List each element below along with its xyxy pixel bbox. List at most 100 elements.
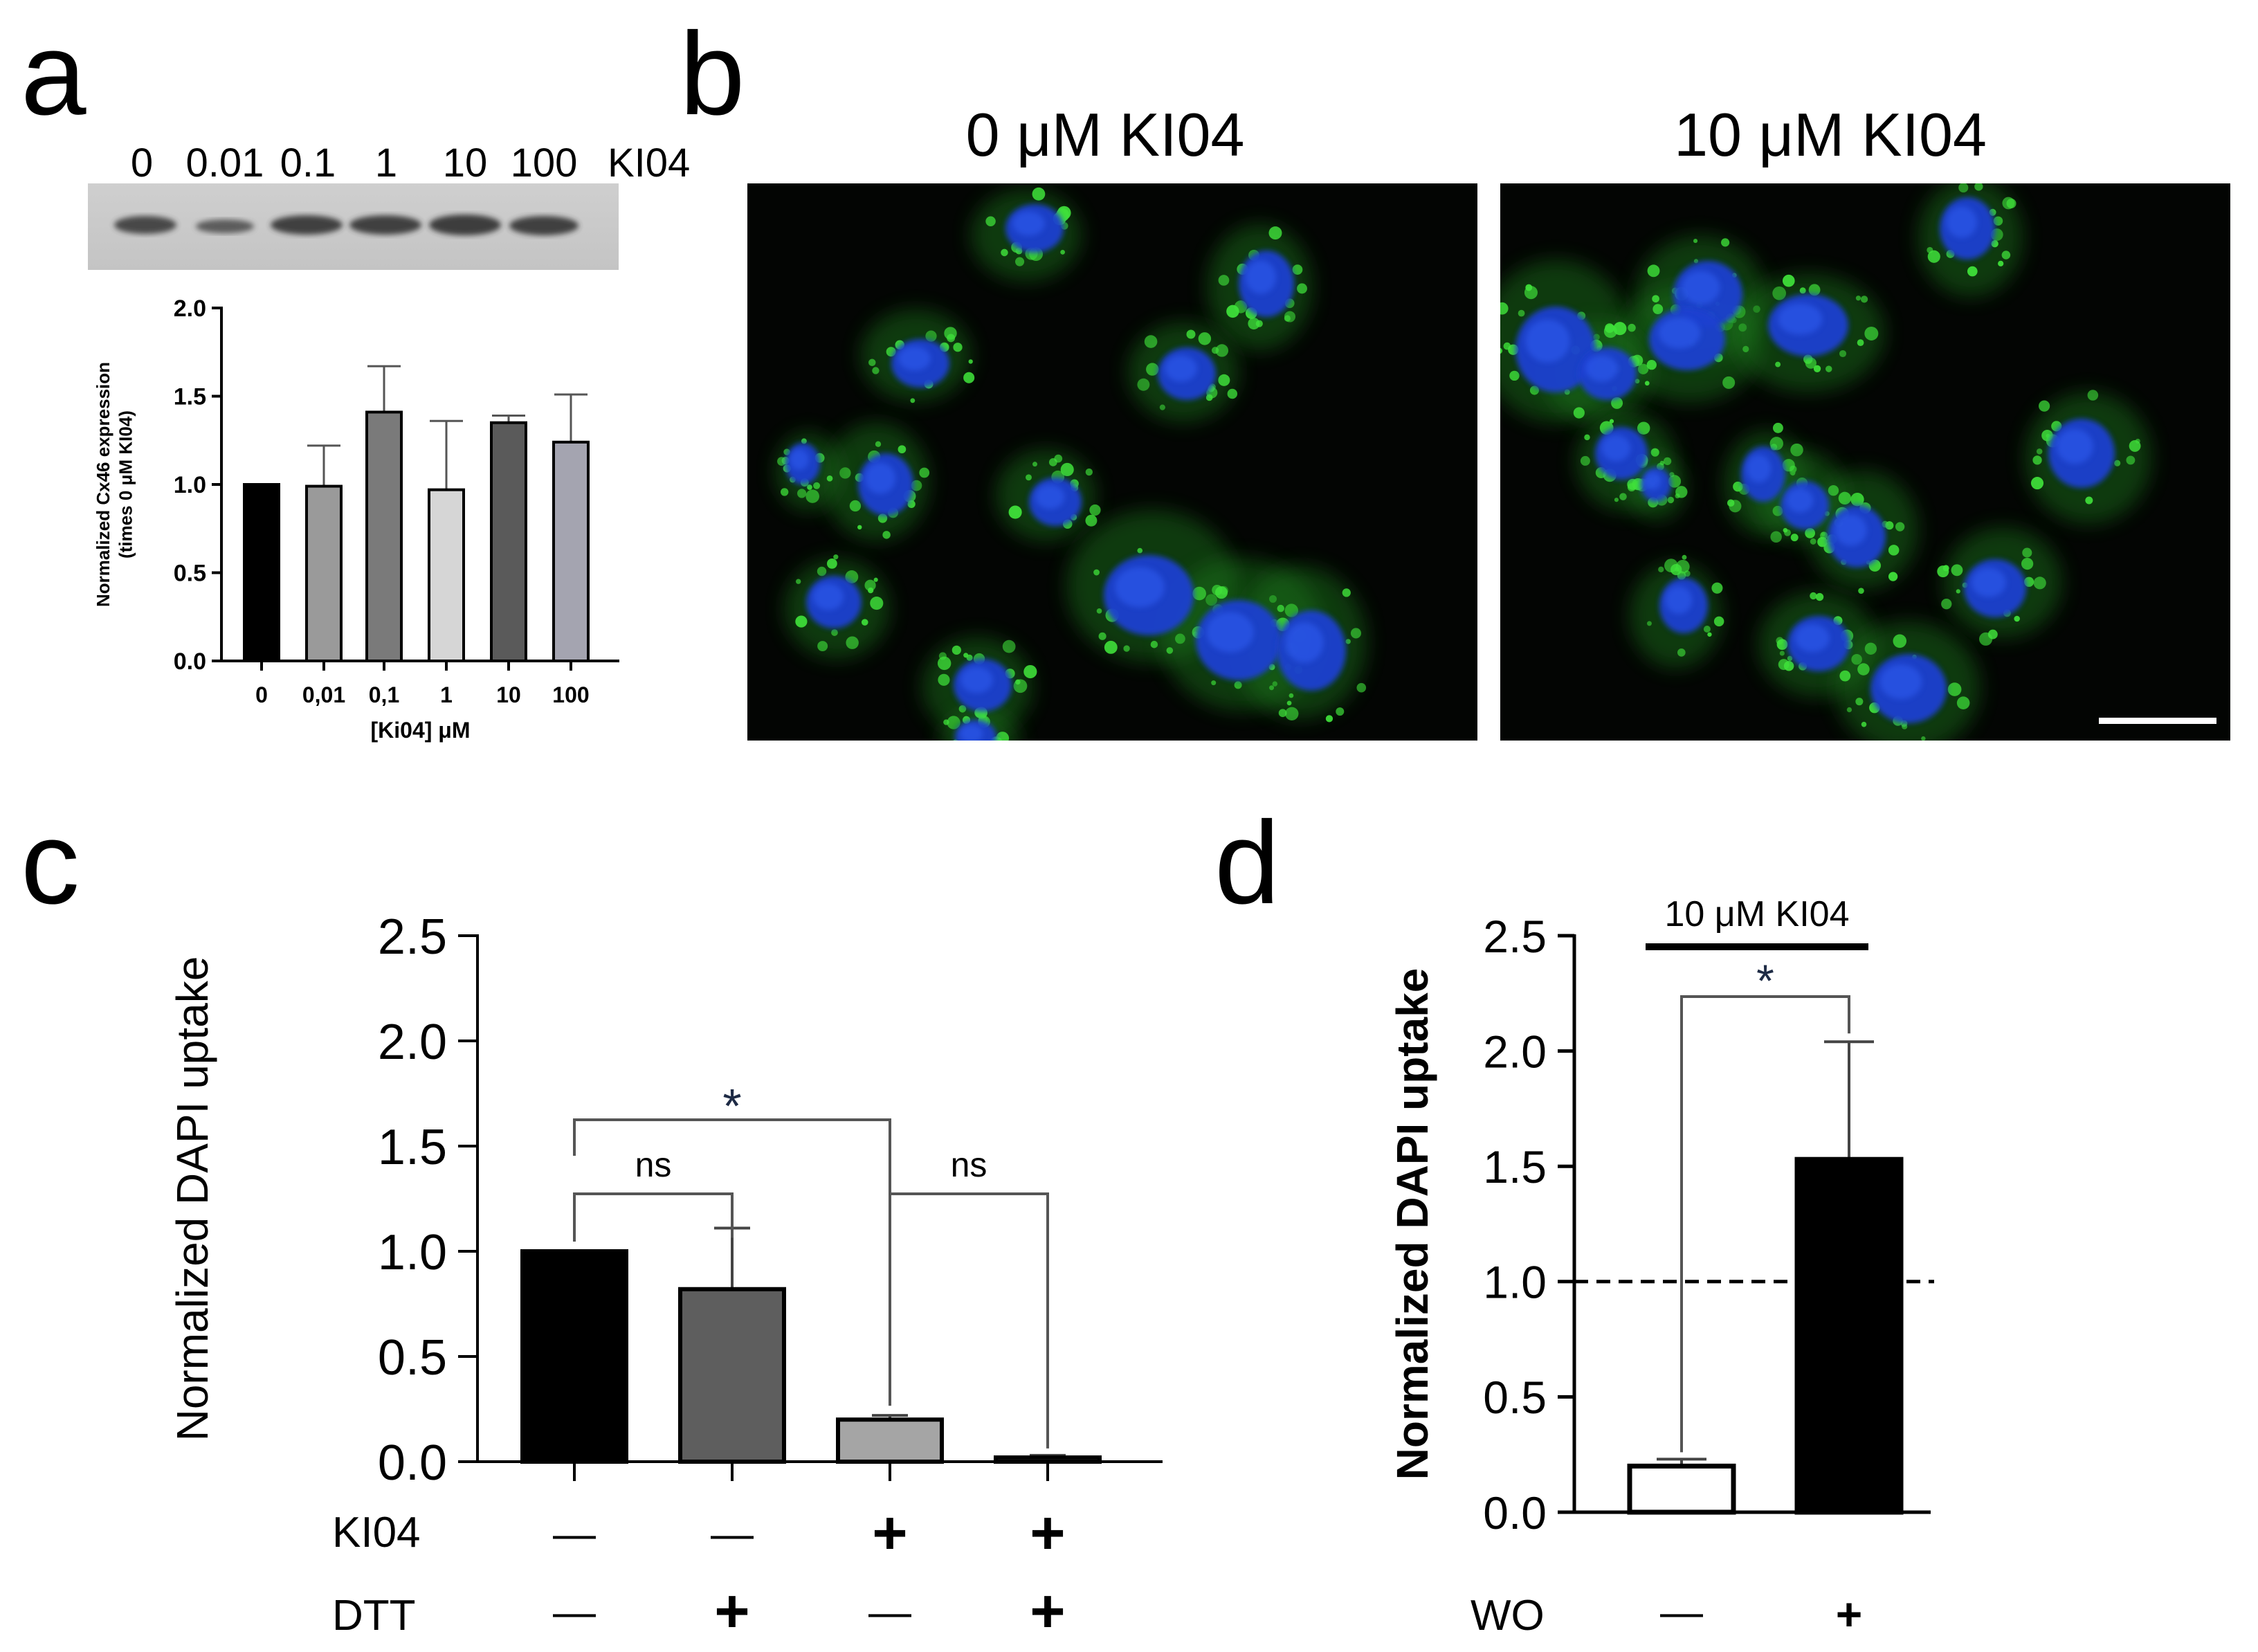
blot-band-3: [271, 215, 343, 235]
chart-c: 0.0 0.5 1.0 1.5 2.0 2.5 Normalized DAPI uptake…: [167, 909, 1163, 1491]
vesicle-puncta: [1958, 183, 1969, 193]
vesicle-puncta: [985, 216, 996, 226]
vesicle-puncta: [1998, 260, 2004, 266]
vesicle-puncta: [1888, 572, 1898, 581]
vesicle-puncta: [1285, 707, 1299, 720]
vesicle-puncta: [1775, 361, 1781, 367]
vesicle-puncta: [1860, 296, 1868, 303]
nucleus-highlight: [1644, 472, 1661, 490]
vesicle-puncta: [1769, 437, 1783, 451]
y-tick-label: 2.5: [378, 909, 447, 965]
vesicle-puncta: [1192, 586, 1206, 601]
vesicle-puncta: [1888, 545, 1900, 556]
vesicle-puncta: [2033, 577, 2046, 590]
vesicle-puncta: [833, 554, 839, 560]
bar: [836, 1417, 944, 1464]
nucleus-highlight: [1658, 317, 1701, 349]
vesicle-puncta: [882, 531, 891, 539]
vesicle-puncta: [1838, 491, 1852, 505]
nucleus-highlight: [960, 666, 993, 693]
vesicle-puncta: [1255, 320, 1263, 327]
panel-letter-d: d: [1214, 797, 1280, 929]
vesicle-puncta: [780, 488, 789, 496]
y-tick-label: 1.5: [1483, 1141, 1547, 1192]
y-tick-label: 2.5: [1483, 911, 1547, 962]
vesicle-puncta: [1805, 357, 1817, 369]
vesicle-puncta: [944, 327, 957, 340]
nucleus-highlight: [865, 462, 895, 494]
vesicle-puncta: [870, 596, 884, 610]
bar: [994, 1455, 1102, 1464]
nucleus-highlight: [2057, 429, 2093, 464]
significance-bracket-d: [1680, 995, 1850, 1453]
vesicle-puncta: [1234, 681, 1242, 689]
vesicle-puncta: [1060, 249, 1066, 255]
vesicle-puncta: [2126, 455, 2136, 465]
vesicle-puncta: [1146, 363, 1159, 376]
y-tick-label: 0.0: [378, 1435, 447, 1491]
vesicle-puncta: [826, 558, 837, 569]
vesicle-puncta: [1269, 685, 1275, 691]
ki04-cond-2: —: [711, 1510, 754, 1558]
row-label-dtt: DTT: [332, 1592, 416, 1640]
vesicle-puncta: [1289, 693, 1294, 698]
vesicle-puncta: [966, 654, 973, 661]
vesicle-puncta: [826, 475, 833, 482]
nucleus-highlight: [1972, 568, 2006, 597]
blot-band-2: [196, 219, 254, 233]
vesicle-puncta: [1675, 486, 1688, 498]
vesicle-puncta: [1248, 318, 1260, 330]
vesicle-puncta: [1974, 183, 1983, 191]
vesicle-puncta: [817, 566, 827, 577]
vesicle-puncta: [1921, 736, 1926, 741]
vesicle-puncta: [1947, 682, 1962, 696]
vesicle-puncta: [1902, 723, 1908, 729]
vesicle-puncta: [1895, 522, 1905, 532]
vesicle-puncta: [1529, 385, 1539, 395]
vesicle-puncta: [958, 705, 967, 713]
vesicle-puncta: [1218, 275, 1230, 286]
vesicle-puncta: [1627, 478, 1639, 490]
vesicle-puncta: [1815, 592, 1824, 601]
nucleus-highlight: [960, 725, 983, 741]
vesicle-puncta: [1839, 350, 1847, 358]
vesicle-puncta: [1658, 566, 1664, 573]
x-tick-label: 0,01: [302, 682, 345, 707]
vesicle-puncta: [1846, 707, 1852, 713]
vesicle-puncta: [1186, 329, 1196, 339]
lane-label-2: 0.01: [186, 140, 264, 185]
vesicle-puncta: [1159, 404, 1165, 410]
vesicle-puncta: [1776, 637, 1784, 645]
x-tick-label: 0,1: [369, 682, 399, 707]
nucleus-highlight: [813, 583, 844, 610]
vesicle-puncta: [1722, 376, 1736, 389]
row-label-wo: WO: [1471, 1592, 1545, 1640]
vesicle-puncta: [849, 500, 862, 512]
vesicle-puncta: [1703, 625, 1711, 633]
condition-table-d: WO — +: [1471, 1588, 1862, 1640]
vesicle-puncta: [1817, 536, 1828, 547]
vesicle-puncta: [1297, 283, 1307, 294]
vesicle-puncta: [2036, 448, 2043, 455]
vesicle-puncta: [2135, 438, 2140, 444]
ki04-cond-3: +: [872, 1498, 907, 1567]
vesicle-puncta: [938, 673, 950, 686]
bar: [520, 1249, 628, 1464]
vesicle-puncta: [1941, 599, 1952, 610]
vesicle-puncta: [1855, 296, 1861, 301]
x-tick-label: 1: [440, 682, 453, 707]
vesicle-puncta: [1707, 632, 1712, 637]
vesicle-puncta: [857, 525, 862, 530]
vesicle-puncta: [1659, 460, 1665, 466]
vesicle-puncta: [1637, 421, 1650, 435]
vesicle-puncta: [1350, 628, 1362, 639]
vesicle-puncta: [1150, 640, 1158, 648]
y-tick-label: 0.0: [174, 648, 206, 675]
dtt-cond-4: +: [1030, 1577, 1065, 1645]
cells-ki04: [1500, 183, 2152, 741]
vesicle-puncta: [1647, 264, 1660, 278]
vesicle-puncta: [1336, 707, 1345, 716]
vesicle-puncta: [1635, 379, 1640, 384]
vesicle-puncta: [1778, 659, 1790, 671]
vesicle-puncta: [1779, 651, 1785, 656]
